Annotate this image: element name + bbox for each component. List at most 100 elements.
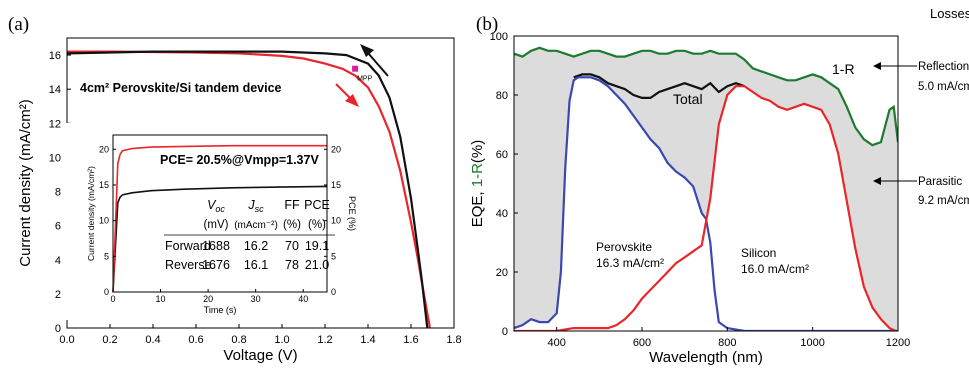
pce-annotation: PCE= 20.5%@Vmpp=1.37V — [160, 153, 319, 167]
table-header-sub: oc — [215, 204, 225, 214]
inset-y2-tick-label: 15 — [331, 180, 341, 190]
y-axis-title-b-part: EQE, — [469, 187, 486, 227]
plot-area-b — [514, 46, 898, 331]
y-tick-label-a: 16 — [49, 50, 61, 62]
x-tick-label-b: 1200 — [886, 337, 910, 349]
y-tick-label-a: 8 — [55, 187, 61, 199]
x-tick-label-b: 1000 — [800, 337, 824, 349]
table-unit: (%) — [308, 219, 326, 231]
table-row-label-reverse: Reverse — [165, 258, 212, 272]
table-cell: 1688 — [202, 239, 230, 253]
device-annotation: 4cm² Perovskite/Si tandem device — [80, 81, 282, 95]
table-unit: (mV) — [204, 219, 229, 231]
table-header-main: FF — [284, 198, 300, 212]
reflection-pointer-head — [873, 62, 881, 70]
inset-x-tick-label: 20 — [203, 294, 213, 304]
y-tick-label-b: 60 — [496, 149, 508, 161]
eqe-line-total — [573, 73, 745, 99]
x-tick-label-a: 0.2 — [102, 334, 117, 346]
y-tick-label-b: 0 — [502, 326, 508, 338]
inset-x-tick-label: 0 — [110, 294, 115, 304]
table-unit: (mAcm⁻²) — [234, 220, 278, 231]
inset-y-tick-label: 10 — [99, 216, 109, 226]
eqe-line-perovskite — [514, 76, 898, 331]
table-header-main: J — [247, 198, 255, 212]
inset-y-tick-label: 15 — [99, 180, 109, 190]
x-tick-label-b: 800 — [718, 337, 736, 349]
y-tick-label-a: 0 — [55, 323, 61, 335]
x-tick-label-a: 0.4 — [145, 334, 160, 346]
inset-y-axis-title: Current density (mA/cm²) — [86, 166, 96, 261]
table-cell: 21.0 — [305, 258, 329, 272]
y-tick-label-a: 10 — [49, 152, 61, 164]
y-tick-label-a: 6 — [55, 221, 61, 233]
label-silicon-value: 16.0 mA/cm² — [741, 262, 809, 276]
inset-y2-tick-label: 10 — [331, 216, 341, 226]
table-header-ff: FF — [284, 198, 300, 212]
table-header-pce: PCE — [304, 198, 330, 212]
label-total: Total — [673, 91, 703, 107]
panel-label-a: (a) — [8, 14, 29, 35]
inset-y2-axis-title: PCE (%) — [347, 196, 357, 231]
eqe-line-1-r — [514, 46, 898, 147]
inset-y2-tick-label: 5 — [331, 251, 336, 261]
table-header-voc: Voc — [207, 198, 225, 214]
mpp-marker — [352, 65, 359, 72]
loss-reflection-value: 5.0 mA/cm² — [918, 81, 969, 93]
x-tick-label-a: 1.2 — [317, 334, 332, 346]
inset-x-axis-title: Time (s) — [204, 305, 237, 315]
inset-pce-line — [112, 144, 327, 293]
y-tick-label-b: 80 — [496, 90, 508, 102]
inset-current-line — [112, 185, 328, 293]
x-tick-label-b: 600 — [633, 337, 651, 349]
inset-y2-tick-label: 0 — [331, 287, 336, 297]
inset-y-tick-label: 5 — [104, 251, 109, 261]
eqe-collected-area — [514, 77, 898, 331]
label-perovskite-value: 16.3 mA/cm² — [596, 256, 664, 270]
x-tick-label-a: 0.0 — [59, 334, 74, 346]
x-axis-title-b: Wavelength (nm) — [649, 349, 763, 366]
inset-y2-tick-label: 20 — [331, 144, 341, 154]
x-tick-label-a: 1.4 — [360, 334, 375, 346]
reverse-sweep-arrowhead — [360, 44, 374, 57]
table-cell: 16.2 — [244, 239, 268, 253]
inset-frame — [112, 134, 328, 293]
loss-parasitic-name: Parasitic — [918, 176, 962, 188]
panel-label-b: (b) — [476, 14, 498, 35]
table-header-jsc: Jsc — [247, 198, 264, 214]
table-unit: (%) — [283, 219, 301, 231]
plot-frame-b — [513, 35, 899, 332]
y-axis-title-b-part: (%) — [469, 140, 486, 163]
y-tick-label-a: 14 — [49, 84, 61, 96]
table-cell: 78 — [285, 258, 299, 272]
table-cell: 70 — [285, 239, 299, 253]
jv-line-reverse — [66, 50, 429, 329]
y-tick-label-a: 2 — [55, 289, 61, 301]
table-header-sub: sc — [255, 204, 265, 214]
losses-title: Losses: — [930, 6, 969, 21]
x-tick-label-a: 0.6 — [188, 334, 203, 346]
inset-x-tick-label: 10 — [156, 294, 166, 304]
table-cell: 19.1 — [305, 239, 329, 253]
x-tick-label-a: 1.0 — [274, 334, 289, 346]
inset-x-tick-label: 40 — [298, 294, 308, 304]
x-tick-label-a: 1.8 — [446, 334, 461, 346]
label-1-r: 1-R — [832, 61, 855, 77]
table-header-main: V — [207, 198, 217, 212]
label-silicon: Silicon — [741, 246, 776, 260]
eqe-line-silicon — [514, 85, 897, 331]
y-tick-label-a: 12 — [49, 118, 61, 130]
inset-y-tick-label: 20 — [99, 144, 109, 154]
y-tick-label-a: 4 — [55, 255, 61, 267]
label-perovskite: Perovskite — [596, 240, 652, 254]
y-axis-title-b: EQE, 1-R(%) — [469, 140, 486, 228]
loss-reflection-name: Reflection — [918, 61, 969, 73]
x-tick-label-a: 1.6 — [403, 334, 418, 346]
inset-y-tick-label: 0 — [104, 287, 109, 297]
parasitic-pointer-head — [873, 177, 881, 185]
y-tick-label-b: 20 — [496, 267, 508, 279]
table-header-main: PCE — [304, 198, 330, 212]
loss-parasitic-value: 9.2 mA/cm² — [918, 195, 969, 207]
mpp-label: MPP — [357, 76, 373, 83]
